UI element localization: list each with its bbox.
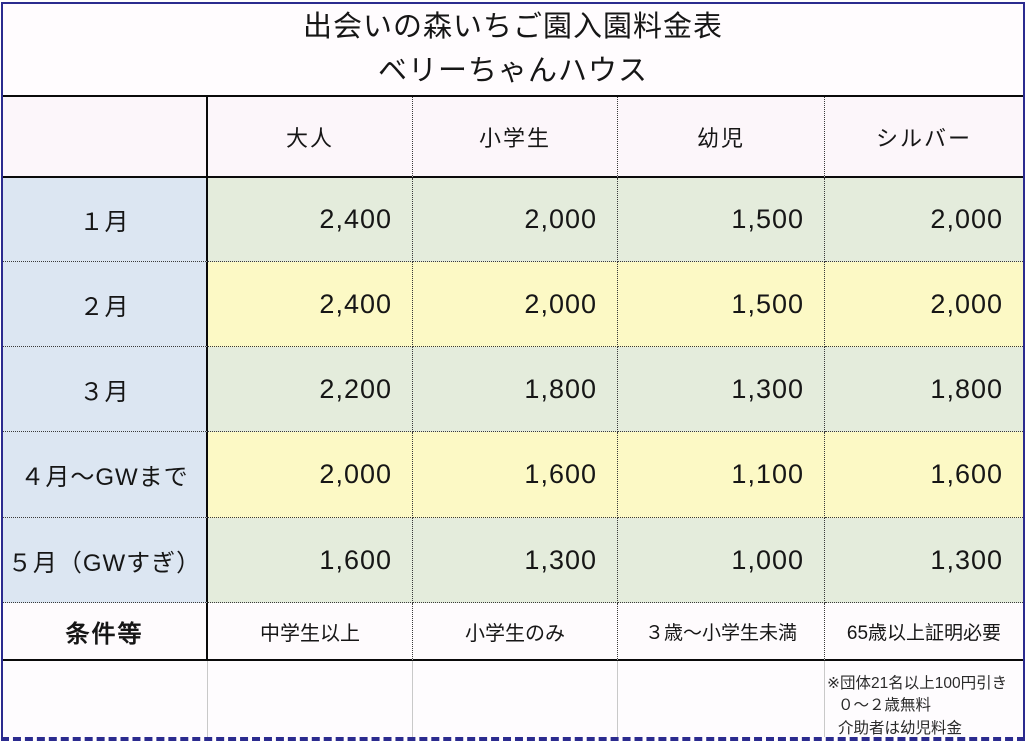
row-label-january: １月: [3, 178, 208, 262]
page-title: 出会いの森いちご園入園料金表 ベリーちゃんハウス: [3, 4, 1023, 97]
price-february-adult: 2,400: [208, 262, 413, 347]
row-label-february: ２月: [3, 262, 208, 347]
row-label-may-after-gw: ５月（GWすぎ）: [3, 518, 208, 603]
price-april-adult: 2,000: [208, 432, 413, 518]
price-april-elementary: 1,600: [413, 432, 618, 518]
condition-senior: 65歳以上証明必要: [825, 603, 1023, 661]
price-may-senior: 1,300: [825, 518, 1023, 603]
footer-empty-cell-1: [3, 661, 208, 737]
price-january-senior: 2,000: [825, 178, 1023, 262]
price-february-elementary: 2,000: [413, 262, 618, 347]
footer-empty-cell-4: [618, 661, 825, 737]
page-title-text: 出会いの森いちご園入園料金表 ベリーちゃんハウス: [303, 6, 723, 93]
row-label-april-to-gw: ４月～GWまで: [3, 432, 208, 518]
footer-empty-cell-3: [413, 661, 618, 737]
price-january-elementary: 2,000: [413, 178, 618, 262]
price-january-toddler: 1,500: [618, 178, 825, 262]
price-february-toddler: 1,500: [618, 262, 825, 347]
note-helper-fee: 介助者は幼児料金: [838, 719, 963, 737]
column-header-adult: 大人: [208, 97, 413, 178]
price-january-adult: 2,400: [208, 178, 413, 262]
footer-notes: ※団体21名以上100円引き ０～２歳無料 介助者は幼児料金: [825, 673, 1007, 737]
header-corner-cell: [3, 97, 208, 178]
footer-empty-cell-2: [208, 661, 413, 737]
price-may-toddler: 1,000: [618, 518, 825, 603]
condition-toddler: ３歳～小学生未満: [618, 603, 825, 661]
row-label-march: ３月: [3, 347, 208, 432]
title-line-1: 出会いの森いちご園入園料金表: [302, 11, 723, 43]
condition-adult: 中学生以上: [208, 603, 413, 661]
price-march-senior: 1,800: [825, 347, 1023, 432]
footer-notes-cell: ※団体21名以上100円引き ０～２歳無料 介助者は幼児料金: [825, 661, 1023, 737]
column-header-senior: シルバー: [825, 97, 1023, 178]
price-march-adult: 2,200: [208, 347, 413, 432]
price-april-toddler: 1,100: [618, 432, 825, 518]
price-february-senior: 2,000: [825, 262, 1023, 347]
price-march-toddler: 1,300: [618, 347, 825, 432]
note-group-discount: ※団体21名以上100円引き: [827, 675, 1008, 692]
price-april-senior: 1,600: [825, 432, 1023, 518]
column-header-toddler: 幼児: [618, 97, 825, 178]
column-header-elementary: 小学生: [413, 97, 618, 178]
price-may-adult: 1,600: [208, 518, 413, 603]
row-label-conditions: 条件等: [3, 603, 208, 661]
condition-elementary: 小学生のみ: [413, 603, 618, 661]
price-march-elementary: 1,800: [413, 347, 618, 432]
price-table: 出会いの森いちご園入園料金表 ベリーちゃんハウス 大人 小学生 幼児 シルバー …: [1, 2, 1025, 741]
note-infant-free: ０～２歳無料: [838, 697, 932, 715]
price-may-elementary: 1,300: [413, 518, 618, 603]
title-line-2: ベリーちゃんハウス: [377, 54, 648, 87]
